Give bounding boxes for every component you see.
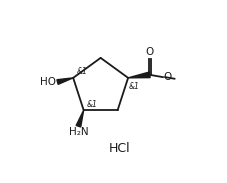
Text: &1: &1 <box>128 82 139 91</box>
Text: O: O <box>163 72 171 82</box>
Text: H₂N: H₂N <box>68 127 88 137</box>
Text: &1: &1 <box>76 68 87 76</box>
Polygon shape <box>128 72 150 78</box>
Text: O: O <box>145 47 153 57</box>
Text: HCl: HCl <box>108 142 130 155</box>
Polygon shape <box>76 110 83 127</box>
Polygon shape <box>57 78 73 84</box>
Text: HO: HO <box>40 77 56 87</box>
Text: &1: &1 <box>86 100 97 109</box>
